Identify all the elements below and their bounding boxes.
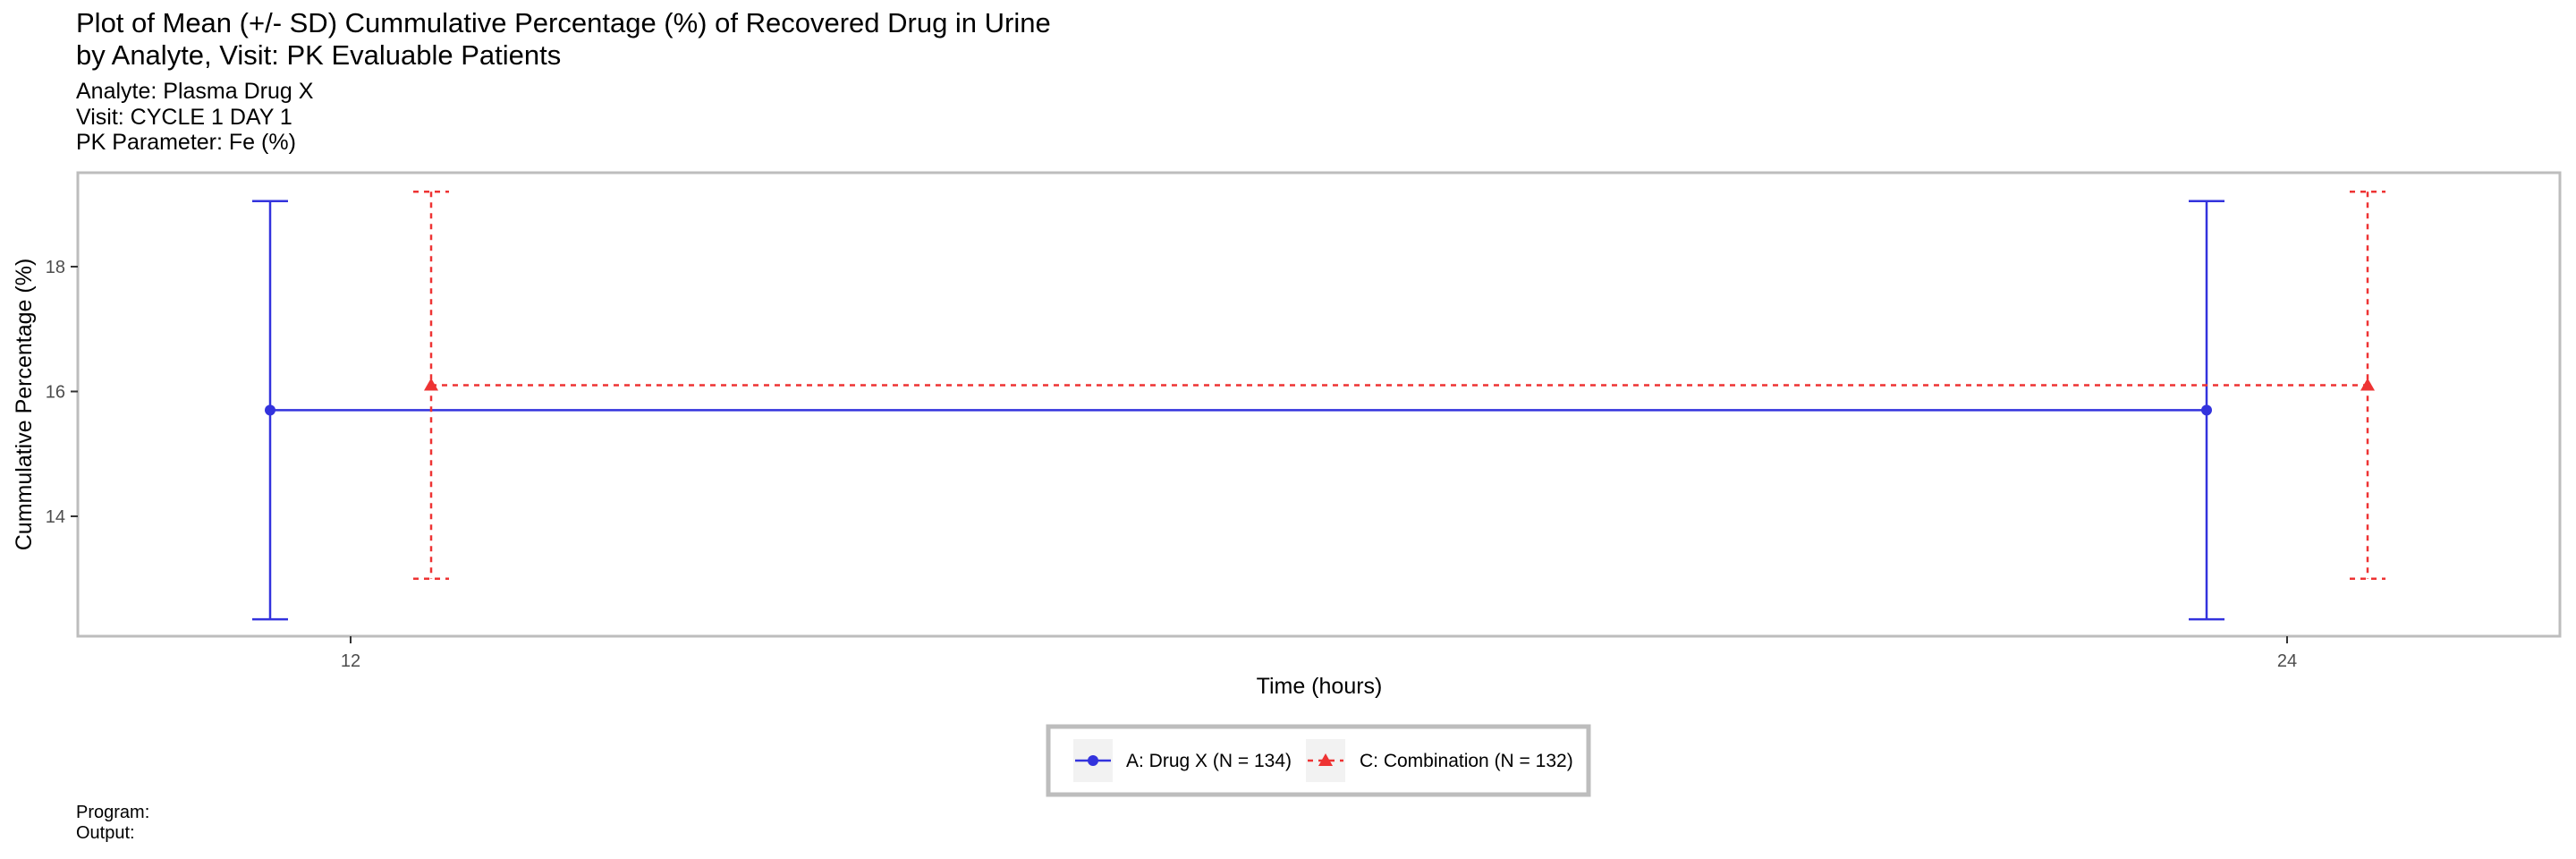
footer: Program: Output:: [76, 803, 149, 844]
chart-title: Plot of Mean (+/- SD) Cummulative Percen…: [76, 7, 1051, 72]
x-tick-label: 24: [2277, 651, 2297, 671]
data-point: [265, 404, 275, 416]
data-point: [2360, 378, 2375, 391]
subtitle-pk-parameter: PK Parameter: Fe (%): [76, 130, 296, 155]
x-axis-title: Time (hours): [1257, 674, 1383, 699]
legend-keys: [1075, 753, 1343, 766]
series-combination: [413, 191, 2385, 580]
legend-key-marker-combination: [1318, 753, 1333, 766]
chart-subtitle: Analyte: Plasma Drug X Visit: CYCLE 1 DA…: [76, 79, 313, 156]
y-tick-label: 14: [46, 507, 65, 527]
y-axis: 14 16 18: [46, 258, 78, 527]
legend-label-combination: C: Combination (N = 132): [1360, 751, 1573, 771]
plot-panel-border: [76, 171, 2562, 638]
chart-title-line-2: by Analyte, Visit: PK Evaluable Patients: [76, 39, 562, 71]
y-tick-label: 16: [46, 383, 65, 403]
footer-output: Output:: [76, 823, 135, 843]
chart-title-line-1: Plot of Mean (+/- SD) Cummulative Percen…: [76, 7, 1051, 38]
subtitle-visit: Visit: CYCLE 1 DAY 1: [76, 104, 292, 130]
x-axis: 12 24: [341, 636, 2297, 671]
y-tick-label: 18: [46, 258, 65, 277]
legend: A: Drug X (N = 134) C: Combination (N = …: [1046, 724, 1591, 797]
subtitle-analyte: Analyte: Plasma Drug X: [76, 79, 314, 104]
data-point: [2201, 404, 2212, 416]
y-axis-title: Cummulative Percentage (%): [12, 259, 37, 551]
series-drug-x: [252, 200, 2224, 621]
x-tick-label: 12: [341, 651, 360, 671]
data-point: [424, 378, 438, 391]
footer-program: Program:: [76, 803, 150, 822]
legend-key-marker-drug-x: [1088, 755, 1098, 766]
series-layer: [252, 191, 2385, 621]
legend-label-drug-x: A: Drug X (N = 134): [1126, 751, 1292, 771]
